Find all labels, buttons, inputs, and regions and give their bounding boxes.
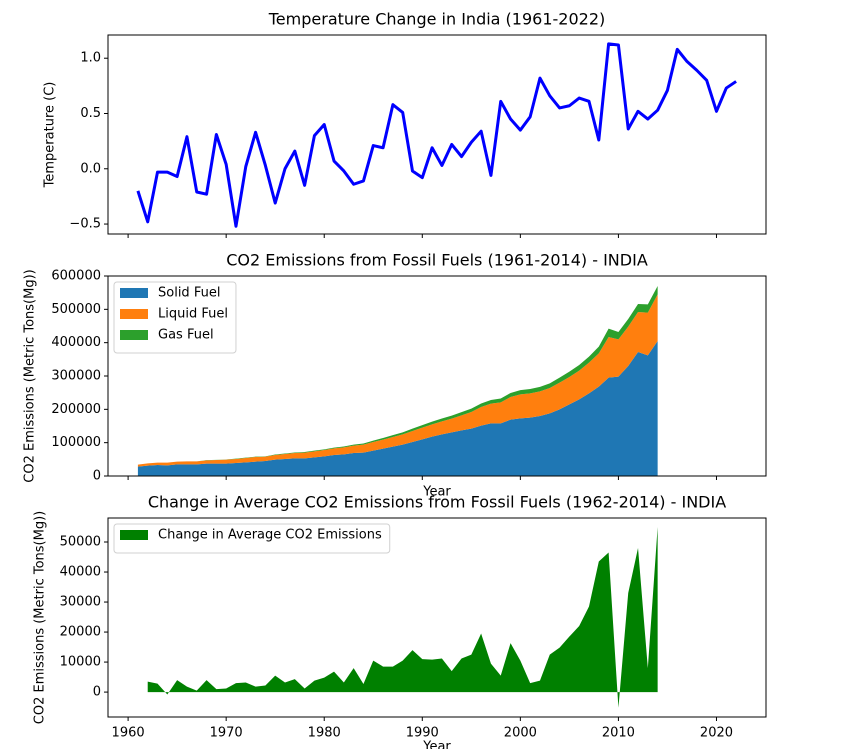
y-tick-label: 30000 — [60, 595, 101, 610]
y-tick-label: 0.0 — [80, 161, 101, 176]
axes-frame — [107, 517, 767, 718]
subplot: Temperature Change in India (1961-2022) T… — [43, 10, 767, 238]
legend-label: Change in Average CO2 Emissions — [158, 528, 382, 543]
plot-area — [147, 527, 658, 708]
x-tick-label: 2020 — [700, 726, 733, 741]
y-tick-label: 50000 — [60, 535, 101, 550]
legend: Solid Fuel Liquid Fuel Gas Fuel — [113, 281, 237, 354]
axes-frame — [107, 34, 767, 235]
data-line — [136, 42, 737, 228]
y-tick-label: 20000 — [60, 625, 101, 640]
plot-area — [137, 286, 658, 476]
y-tick-label: −0.5 — [69, 217, 101, 232]
chart-title: Temperature Change in India (1961-2022) — [268, 10, 606, 29]
y-tick-label: 400000 — [51, 335, 101, 350]
area — [147, 527, 658, 708]
legend-label: Liquid Fuel — [158, 307, 228, 322]
x-tick-label: 1990 — [406, 726, 439, 741]
y-axis-label: CO2 Emissions (Metric Tons(Mg)) — [23, 269, 38, 482]
plot-area — [136, 42, 737, 228]
y-tick-label: 0 — [93, 469, 101, 484]
subplot: Change in Average CO2 Emissions from Fos… — [33, 493, 767, 749]
x-tick-label: 1960 — [112, 726, 145, 741]
legend-swatch — [120, 330, 148, 340]
x-axis-label: Year — [422, 740, 451, 749]
y-tick-label: 600000 — [51, 269, 101, 284]
y-tick-label: 500000 — [51, 302, 101, 317]
legend-label: Solid Fuel — [158, 286, 220, 301]
y-tick-label: 40000 — [60, 565, 101, 580]
y-tick-label: 1.0 — [80, 51, 101, 66]
y-axis-label: Temperature (C) — [43, 82, 58, 189]
y-tick-label: 10000 — [60, 655, 101, 670]
y-tick-label: 200000 — [51, 402, 101, 417]
legend-swatch — [120, 309, 148, 319]
subplot: CO2 Emissions from Fossil Fuels (1961-20… — [23, 251, 767, 500]
legend-swatch — [120, 530, 148, 540]
legend-label: Gas Fuel — [158, 328, 214, 343]
x-tick-label: 2000 — [504, 726, 537, 741]
x-axis-label: Year — [422, 485, 451, 500]
y-tick-label: 300000 — [51, 369, 101, 384]
x-tick-label: 2010 — [602, 726, 635, 741]
y-tick-label: 100000 — [51, 435, 101, 450]
area — [137, 341, 658, 476]
legend-frame — [113, 523, 391, 554]
chart-title: Change in Average CO2 Emissions from Fos… — [148, 493, 726, 512]
x-tick-label: 1970 — [210, 726, 243, 741]
y-tick-label: 0 — [93, 685, 101, 700]
y-axis-label: CO2 Emissions (Metric Tons(Mg)) — [33, 511, 48, 724]
legend-swatch — [120, 288, 148, 298]
legend: Change in Average CO2 Emissions — [113, 523, 391, 554]
y-tick-label: 0.5 — [80, 106, 101, 121]
chart-title: CO2 Emissions from Fossil Fuels (1961-20… — [226, 251, 648, 270]
x-tick-label: 1980 — [308, 726, 341, 741]
